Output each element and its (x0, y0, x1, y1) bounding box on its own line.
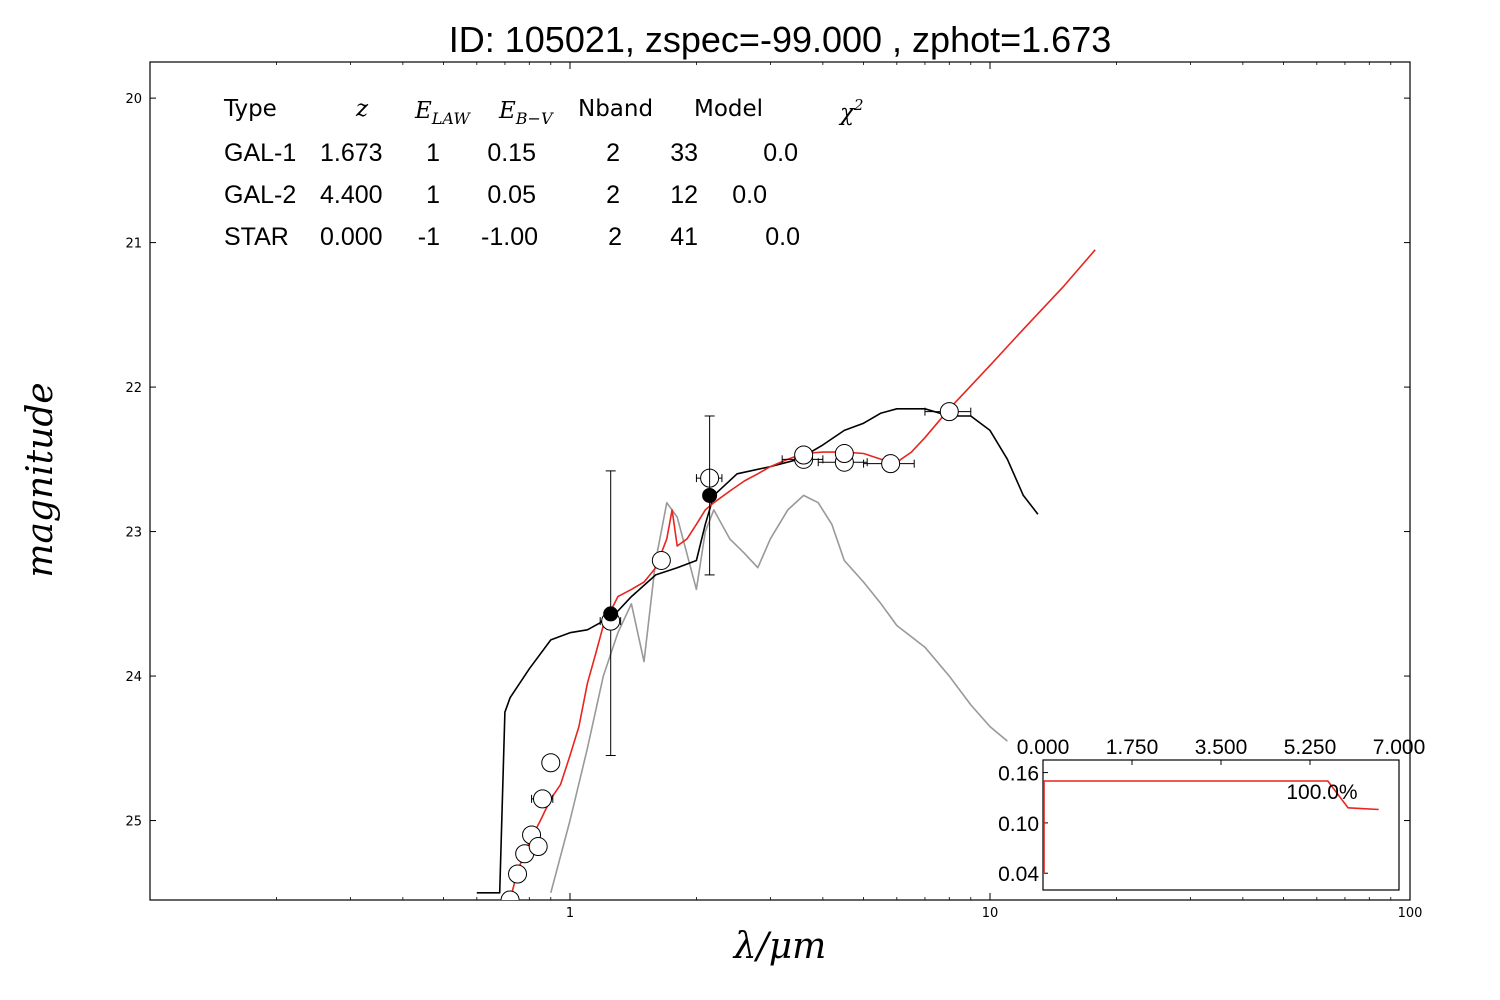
data-point (528, 837, 548, 857)
series-line-gal-2 (476, 408, 1039, 894)
inset-x-tick-label: 0.000 (1017, 736, 1070, 759)
observed-photometry (500, 402, 972, 900)
open-marker (500, 890, 520, 900)
header-z: z (355, 96, 369, 122)
row-z: 4.400 (320, 181, 383, 209)
header-type: Type (223, 96, 277, 122)
row-elaw: 1 (426, 139, 440, 167)
x-tick-label: 10 (982, 906, 999, 921)
chart-title: ID: 105021, zspec=-99.000 , zphot=1.673 (449, 19, 1111, 60)
data-point (603, 606, 619, 622)
inset-y-tick-label: 0.04 (998, 863, 1039, 886)
data-point (508, 864, 528, 884)
header-model: Model (694, 96, 763, 122)
model-series (476, 249, 1096, 900)
row-chi2: 0.0 (765, 223, 800, 251)
row-elaw: 1 (426, 181, 440, 209)
open-marker (651, 550, 671, 570)
y-axis-label: magnitude (20, 382, 61, 577)
filled-marker (702, 487, 718, 503)
data-point (863, 454, 915, 474)
header-nband: Nband (578, 96, 653, 122)
row-model: 33 (670, 139, 698, 167)
inset-y-ticks: 0.16 0.10 0.04 (998, 763, 1048, 886)
inset-annotation: 100.0% (1286, 781, 1357, 804)
row-type: GAL-2 (224, 181, 296, 209)
filled-marker (603, 606, 619, 622)
plot-frame (149, 61, 1411, 901)
y-tick-label: 25 (125, 815, 142, 830)
inset-x-tick-label: 7.000 (1373, 736, 1426, 759)
y-tick-label: 24 (125, 670, 142, 685)
y-tick-label: 23 (125, 526, 142, 541)
row-chi2: 0.0 (763, 139, 798, 167)
y-tick-label: 20 (125, 92, 142, 107)
x-axis-label: λ/μm (732, 926, 826, 967)
inset-pdf-panel: 0.000 1.750 3.500 5.250 7.000 0.16 0.10 0.04 1… (998, 736, 1426, 891)
x-tick-label: 1 (566, 906, 574, 921)
y-tick-label: 22 (125, 381, 142, 396)
data-point (531, 789, 554, 809)
row-nband: 2 (606, 181, 620, 209)
open-marker (508, 864, 528, 884)
inset-pdf-line (1043, 780, 1379, 874)
inset-x-tick-label: 5.250 (1284, 736, 1337, 759)
inset-y-tick-label: 0.10 (998, 813, 1039, 836)
data-point (924, 402, 972, 422)
open-marker (881, 454, 901, 474)
data-point (794, 445, 814, 465)
legend-table: Type z ELAW EB−V Nband Model χ2 GAL-1 1.… (223, 96, 863, 251)
x-axis-ticks: 1 10 100 (276, 62, 1422, 921)
row-gal-2: GAL-2 4.400 1 0.05 2 12 0.0 (224, 181, 767, 209)
row-ebv: 0.05 (487, 181, 536, 209)
row-type: GAL-1 (224, 139, 296, 167)
open-marker (541, 753, 561, 773)
inset-x-tick-label: 1.750 (1106, 736, 1159, 759)
data-point (834, 444, 854, 464)
open-marker (939, 402, 959, 422)
row-model: 41 (670, 223, 698, 251)
row-gal-1: GAL-1 1.673 1 0.15 2 33 0.0 (224, 139, 798, 167)
x-tick-label: 100 (1398, 906, 1423, 921)
open-marker (532, 789, 552, 809)
inset-x-ticks: 0.000 1.750 3.500 5.250 7.000 (1017, 736, 1426, 765)
header-elaw: ELAW (414, 98, 471, 128)
open-marker (834, 444, 854, 464)
row-ebv: 0.15 (487, 139, 536, 167)
series-line-star (550, 494, 1008, 894)
inset-frame (1042, 759, 1400, 891)
data-point (541, 753, 561, 773)
y-tick-label: 21 (125, 237, 142, 252)
series-line-gal-1 (509, 249, 1096, 900)
row-star: STAR 0.000 -1 -1.00 2 41 0.0 (224, 223, 800, 251)
header-chi2: χ2 (838, 96, 863, 126)
row-elaw: -1 (418, 223, 440, 251)
row-z: 0.000 (320, 223, 383, 251)
inset-x-tick-label: 3.500 (1195, 736, 1248, 759)
open-marker (794, 445, 814, 465)
row-ebv: -1.00 (481, 223, 538, 251)
row-type: STAR (224, 223, 289, 251)
row-chi2: 0.0 (732, 181, 767, 209)
row-model: 12 (670, 181, 698, 209)
data-point (702, 415, 718, 576)
row-z: 1.673 (320, 139, 383, 167)
row-nband: 2 (606, 139, 620, 167)
row-nband: 2 (608, 223, 622, 251)
data-point (500, 890, 520, 900)
data-point (651, 550, 671, 570)
header-ebv: EB−V (498, 98, 554, 128)
inset-y-tick-label: 0.16 (998, 763, 1039, 786)
open-marker (528, 837, 548, 857)
